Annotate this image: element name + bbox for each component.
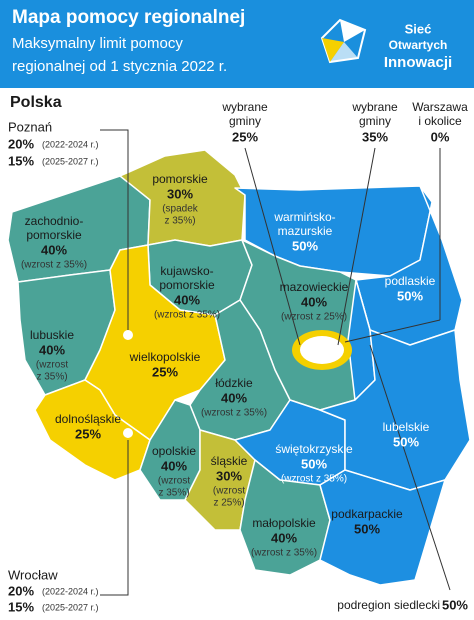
region-note: z 35%): [164, 216, 195, 227]
callout-period: (2025-2027 r.): [42, 602, 99, 612]
region-name: śląskie: [211, 454, 248, 468]
wroclaw-marker: [123, 428, 133, 438]
callout-period: (2022-2024 r.): [42, 139, 99, 149]
header-band: [0, 0, 474, 88]
region-note: (wzrost: [36, 360, 68, 371]
region-note: (wzrost z 35%): [281, 474, 347, 485]
callout-pct: 15%: [8, 599, 34, 614]
region-pct: 40%: [41, 242, 67, 257]
top-label-pct: 0%: [431, 129, 450, 144]
region-pct: 25%: [152, 364, 178, 379]
region-name: dolnośląskie: [55, 412, 121, 426]
region-name: mazowieckie: [280, 280, 349, 294]
logo: Sieć Otwartych Innowacji: [320, 18, 452, 71]
subtitle: regionalnej od 1 stycznia 2022 r.: [12, 58, 227, 75]
region-note: (wzrost z 35%): [201, 408, 267, 419]
region-wielkopolskie: [84, 244, 226, 441]
region-warminsko-mazurskie: [234, 185, 433, 277]
poznan-marker: [123, 330, 133, 340]
top-label-text: gminy: [229, 114, 261, 128]
region-note: (wzrost z 35%): [154, 310, 220, 321]
subtitle: Maksymalny limit pomocy: [12, 35, 183, 52]
callout-pct: 20%: [8, 583, 34, 598]
region-name: warmińsko-: [273, 210, 335, 224]
subregion-pct: 50%: [442, 597, 468, 612]
region-pct: 50%: [354, 521, 380, 536]
region-note: z 25%): [213, 498, 244, 509]
logo-text: Otwartych: [389, 38, 448, 52]
region-name: pomorskie: [26, 228, 82, 242]
region-name: małopolskie: [252, 516, 316, 530]
region-name: lubelskie: [383, 420, 430, 434]
region-pct: 50%: [397, 288, 423, 303]
logo-text: Innowacji: [384, 54, 452, 71]
leader-lines: [100, 129, 451, 596]
callout-pct: 15%: [8, 153, 34, 168]
region-name: podkarpackie: [331, 507, 403, 521]
region-name: pomorskie: [152, 172, 208, 186]
country: Polska: [10, 94, 62, 111]
region-note: (wzrost z 35%): [251, 548, 317, 559]
region-pct: 30%: [216, 468, 242, 483]
top-label-text: wybrane: [221, 100, 268, 114]
region-pct: 30%: [167, 186, 193, 201]
region-pct: 40%: [174, 292, 200, 307]
callout-period: (2025-2027 r.): [42, 156, 99, 166]
callouts: Poznań 20% (2022-2024 r.) 15% (2025-2027…: [8, 119, 99, 614]
top-labels: wybranegminy25%wybranegminy35%Warszawai …: [221, 100, 468, 144]
region-malopolskie: [239, 459, 331, 576]
region-note: (wzrost: [213, 486, 245, 497]
region-pct: 50%: [301, 456, 327, 471]
region-pct: 40%: [161, 458, 187, 473]
region-name: pomorskie: [159, 278, 215, 292]
region-name: mazurskie: [278, 224, 333, 238]
region-name: opolskie: [152, 444, 196, 458]
region-note: (spadek: [162, 204, 199, 215]
top-label-text: Warszawa: [412, 100, 468, 114]
region-pct: 40%: [221, 390, 247, 405]
title: Mapa pomocy regionalnej: [12, 7, 245, 28]
region-lubelskie: [319, 329, 471, 491]
top-label-text: i okolice: [418, 114, 462, 128]
region-pct: 40%: [39, 342, 65, 357]
top-label-text: wybrane: [351, 100, 398, 114]
region-pct: 40%: [301, 294, 327, 309]
callout-period: (2022-2024 r.): [42, 586, 99, 596]
region-name: wielkopolskie: [129, 350, 201, 364]
region-note: z 35%): [158, 488, 189, 499]
region-name: kujawsko-: [160, 264, 213, 278]
callout-name: Wrocław: [8, 567, 58, 582]
region-pct: 50%: [393, 434, 419, 449]
logo-text: Sieć: [405, 21, 432, 36]
region-name: łódzkie: [215, 376, 253, 390]
callout-name: Poznań: [8, 119, 52, 134]
region-pct: 50%: [292, 238, 318, 253]
region-note: (wzrost z 25%): [281, 312, 347, 323]
region-pct: 25%: [75, 426, 101, 441]
region-note: (wzrost: [158, 476, 190, 487]
region-note: z 35%): [36, 372, 67, 383]
region-note: (wzrost z 35%): [21, 260, 87, 271]
region-pct: 40%: [271, 530, 297, 545]
top-label-pct: 35%: [362, 129, 388, 144]
region-podkarpackie: [319, 469, 446, 586]
region-name: świętokrzyskie: [275, 442, 353, 456]
callout-pct: 20%: [8, 136, 34, 151]
region-name: podlaskie: [385, 274, 436, 288]
map: [7, 149, 471, 586]
region-name: lubuskie: [30, 328, 74, 342]
top-label-pct: 25%: [232, 129, 258, 144]
warsaw: [300, 336, 344, 364]
region-name: zachodnio-: [25, 214, 84, 228]
subregion-name: podregion siedlecki: [337, 598, 440, 612]
top-label-text: gminy: [359, 114, 391, 128]
